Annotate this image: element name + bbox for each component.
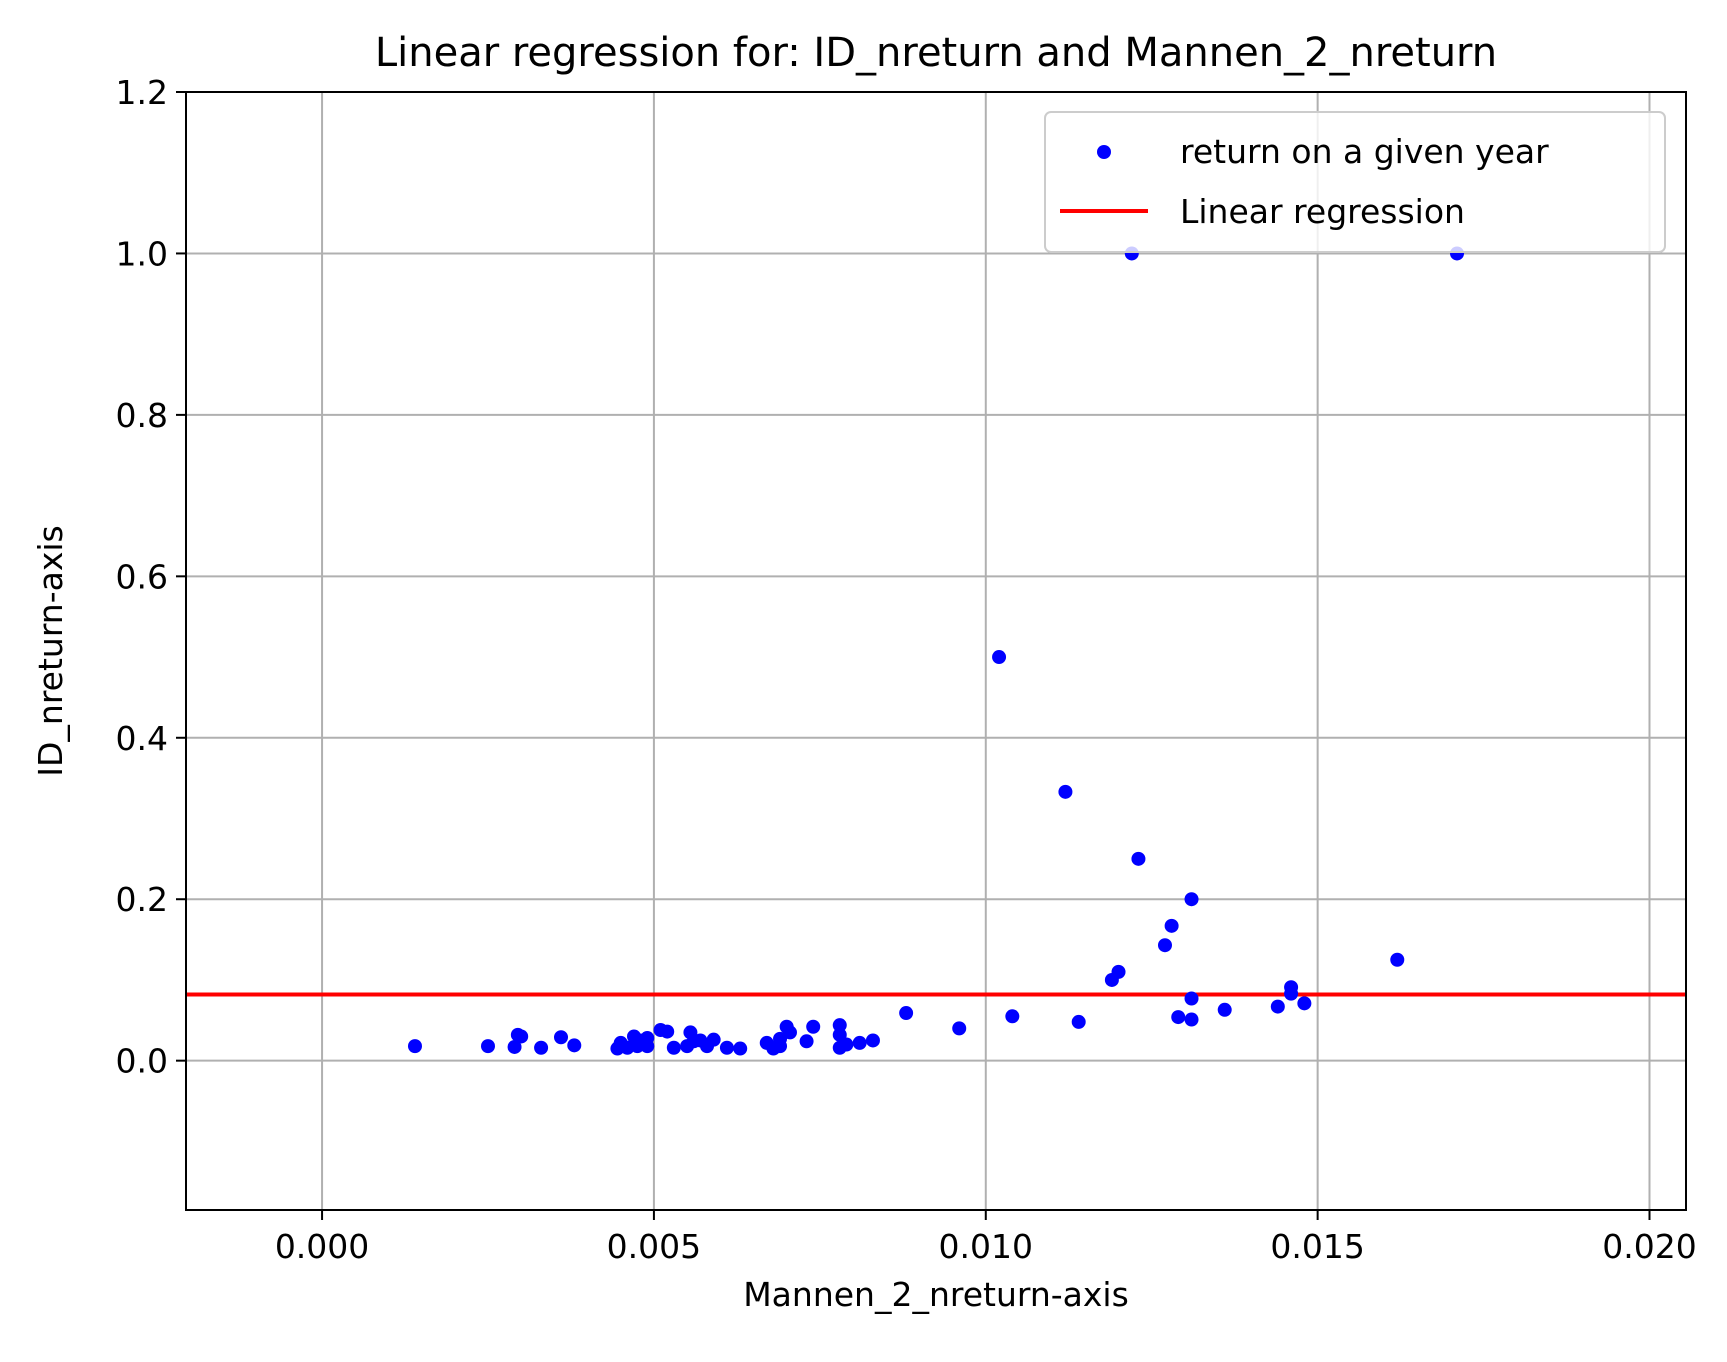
scatter-point	[1058, 784, 1073, 799]
scatter-point	[773, 1039, 788, 1054]
scatter-point	[1164, 918, 1179, 933]
legend-label-regression: Linear regression	[1180, 192, 1465, 231]
x-tick-label: 0.010	[939, 1227, 1033, 1266]
legend-label-scatter: return on a given year	[1180, 132, 1549, 171]
y-tick-label: 0.0	[116, 1042, 168, 1081]
y-tick-label: 0.2	[116, 880, 168, 919]
scatter-point	[510, 1027, 525, 1042]
scatter-point	[554, 1030, 568, 1045]
scatter-point	[1270, 999, 1285, 1014]
scatter-point	[832, 1018, 847, 1033]
scatter-point	[1184, 991, 1199, 1006]
scatter-point	[1171, 1010, 1186, 1025]
scatter-points	[407, 246, 1465, 1056]
scatter-point	[1111, 964, 1126, 979]
grid-layer	[186, 92, 1686, 1210]
axis-ticks: 0.000 0.005 0.010 0.015 0.020 0.0 0.2 0.4 0.6 0.8…	[116, 73, 1697, 1266]
scatter-point	[799, 1034, 814, 1049]
plot-area-frame	[185, 91, 1687, 1211]
legend-box	[1044, 111, 1666, 253]
scatter-point	[1071, 1014, 1086, 1029]
scatter-point	[1217, 1002, 1232, 1017]
x-tick-label: 0.020	[1602, 1227, 1696, 1266]
x-tick-label: 0.000	[275, 1227, 369, 1266]
scatter-point	[1284, 986, 1299, 1001]
scatter-point	[719, 1040, 734, 1055]
scatter-point	[952, 1021, 967, 1036]
x-tick-label: 0.005	[607, 1227, 701, 1266]
scatter-point	[852, 1035, 867, 1050]
scatter-point	[1184, 1012, 1199, 1027]
scatter-point	[1390, 952, 1405, 967]
chart-title: Linear regression for: ID_nreturn and Ma…	[375, 30, 1497, 76]
x-axis-label: Mannen_2_nreturn-axis	[743, 1275, 1129, 1314]
scatter-point	[534, 1040, 549, 1055]
y-tick-label: 1.0	[116, 234, 168, 273]
scatter-point	[706, 1032, 721, 1047]
scatter-point	[507, 1039, 522, 1054]
scatter-point	[733, 1041, 748, 1056]
scatter-point	[899, 1006, 914, 1021]
scatter-point	[1184, 892, 1199, 907]
legend: return on a given year Linear regression	[1044, 111, 1666, 253]
legend-scatter-marker-icon	[1097, 145, 1111, 159]
y-tick-label: 0.6	[116, 557, 168, 596]
scatter-point	[1297, 996, 1312, 1011]
scatter-point	[992, 650, 1007, 665]
scatter-point	[806, 1019, 821, 1034]
scatter-point	[839, 1037, 854, 1052]
scatter-point	[782, 1025, 797, 1040]
y-tick-label: 0.4	[116, 719, 168, 758]
scatter-point	[480, 1039, 495, 1054]
scatter-point	[1131, 851, 1146, 866]
scatter-point	[640, 1031, 655, 1046]
y-tick-label: 1.2	[116, 73, 168, 112]
scatter-point	[660, 1024, 675, 1039]
y-tick-label: 0.8	[116, 396, 168, 435]
scatter-point	[567, 1038, 582, 1053]
scatter-point	[666, 1040, 681, 1055]
scatter-point	[407, 1039, 422, 1054]
scatter-point	[1005, 1009, 1020, 1024]
x-tick-label: 0.015	[1270, 1227, 1364, 1266]
scatter-point	[1157, 938, 1172, 953]
y-axis-label: ID_nreturn-axis	[31, 525, 70, 776]
scatter-point	[865, 1033, 880, 1048]
